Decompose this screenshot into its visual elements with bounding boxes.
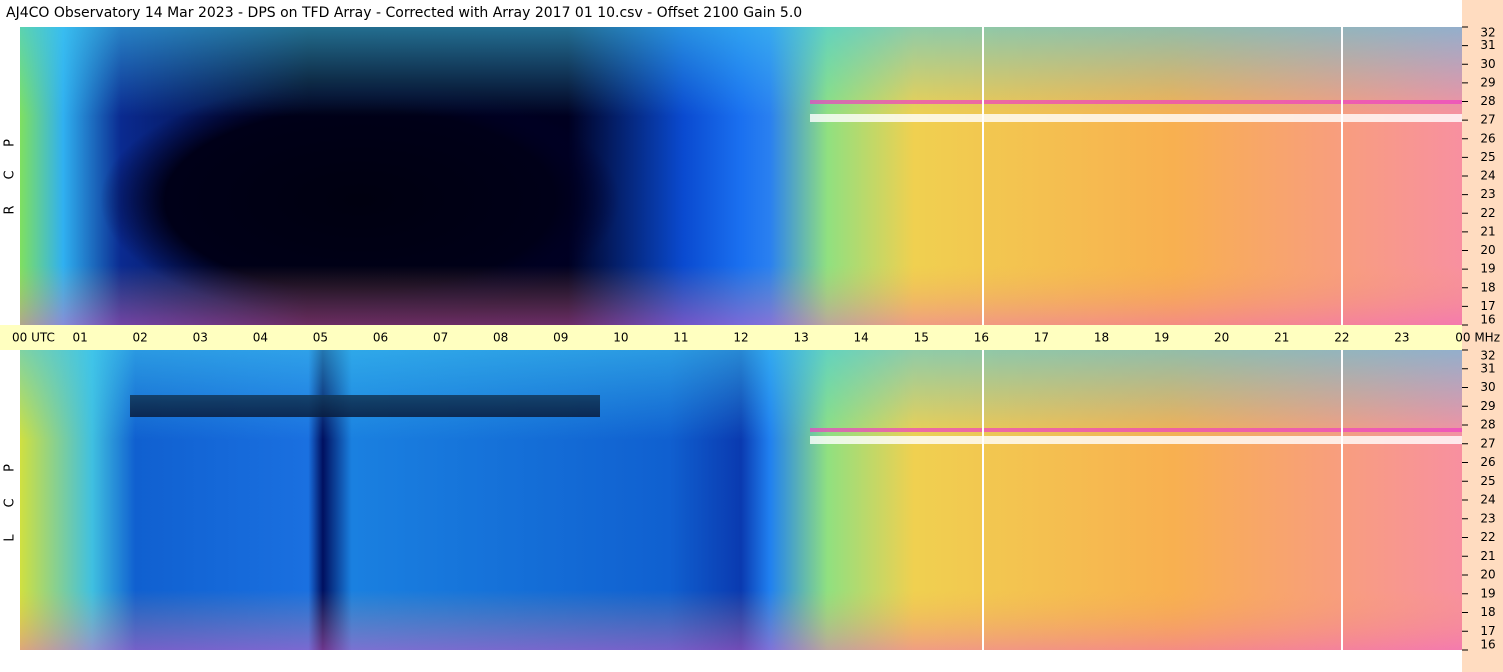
spectrogram-feature xyxy=(810,436,1462,444)
frequency-label: 16 xyxy=(1480,313,1495,327)
time-label: 19 xyxy=(1154,331,1169,345)
frequency-label: 25 xyxy=(1480,474,1495,488)
frequency-label: 24 xyxy=(1480,169,1495,183)
spectrogram-shading xyxy=(20,27,1462,325)
bottom-spectrogram xyxy=(20,350,1462,650)
frequency-label: 18 xyxy=(1480,605,1495,619)
time-label: 00 UTC xyxy=(12,331,55,345)
frequency-label: 23 xyxy=(1480,511,1495,525)
frequency-label: 26 xyxy=(1480,131,1495,145)
frequency-label: 29 xyxy=(1480,75,1495,89)
time-label: 13 xyxy=(793,331,808,345)
time-label: 17 xyxy=(1034,331,1049,345)
time-label: 23 xyxy=(1394,331,1409,345)
time-label: 06 xyxy=(373,331,388,345)
time-label: 20 xyxy=(1214,331,1229,345)
frequency-label: 17 xyxy=(1480,299,1495,313)
time-label: 11 xyxy=(673,331,688,345)
frequency-label: 19 xyxy=(1480,586,1495,600)
polarization-letter: R xyxy=(3,205,18,214)
frequency-label: 22 xyxy=(1480,530,1495,544)
spectrogram-feature xyxy=(1341,350,1343,650)
polarization-letter: P xyxy=(3,139,18,147)
time-label: 12 xyxy=(733,331,748,345)
bottom-margin xyxy=(0,650,1462,672)
frequency-label: 20 xyxy=(1480,243,1495,257)
time-label: 05 xyxy=(313,331,328,345)
time-label: 22 xyxy=(1334,331,1349,345)
frequency-label: 28 xyxy=(1480,94,1495,108)
frequency-label: 19 xyxy=(1480,262,1495,276)
frequency-label: 32 xyxy=(1480,349,1495,363)
time-label: 09 xyxy=(553,331,568,345)
spectrogram-feature xyxy=(982,27,984,325)
frequency-label: 32 xyxy=(1480,26,1495,40)
time-label: 04 xyxy=(253,331,268,345)
time-label: 14 xyxy=(854,331,869,345)
frequency-label: 21 xyxy=(1480,549,1495,563)
polarization-letter: P xyxy=(3,464,18,472)
frequency-label: 21 xyxy=(1480,224,1495,238)
frequency-axis-strip xyxy=(1462,0,1503,672)
frequency-label: 31 xyxy=(1480,38,1495,52)
title: AJ4CO Observatory 14 Mar 2023 - DPS on T… xyxy=(6,5,802,21)
frequency-label: 31 xyxy=(1480,361,1495,375)
time-label: 18 xyxy=(1094,331,1109,345)
frequency-label: 27 xyxy=(1480,113,1495,127)
spectrogram-feature xyxy=(982,350,984,650)
polarization-letter: L xyxy=(3,534,18,542)
time-label: 21 xyxy=(1274,331,1289,345)
top-spectrogram xyxy=(20,27,1462,325)
frequency-label: 20 xyxy=(1480,568,1495,582)
frequency-label: 30 xyxy=(1480,380,1495,394)
frequency-label: 24 xyxy=(1480,493,1495,507)
time-label: 00 MHz xyxy=(1455,331,1500,345)
frequency-label: 29 xyxy=(1480,399,1495,413)
frequency-label: 28 xyxy=(1480,418,1495,432)
frequency-label: 17 xyxy=(1480,624,1495,638)
time-label: 01 xyxy=(72,331,87,345)
time-label: 15 xyxy=(914,331,929,345)
spectrogram-feature xyxy=(810,428,1462,432)
polarization-letter: C xyxy=(3,170,18,179)
frequency-label: 26 xyxy=(1480,455,1495,469)
spectrogram-feature xyxy=(1341,27,1343,325)
frequency-label: 30 xyxy=(1480,57,1495,71)
time-label: 10 xyxy=(613,331,628,345)
time-label: 07 xyxy=(433,331,448,345)
frequency-label: 23 xyxy=(1480,187,1495,201)
spectrogram-feature xyxy=(810,114,1462,122)
frequency-label: 22 xyxy=(1480,206,1495,220)
time-label: 16 xyxy=(974,331,989,345)
time-label: 02 xyxy=(133,331,148,345)
time-label: 03 xyxy=(193,331,208,345)
frequency-label: 25 xyxy=(1480,150,1495,164)
spectrogram-feature xyxy=(810,100,1462,104)
time-label: 08 xyxy=(493,331,508,345)
spectrogram-shading xyxy=(20,350,1462,650)
frequency-label: 27 xyxy=(1480,436,1495,450)
time-axis-strip xyxy=(0,325,1462,350)
frequency-label: 18 xyxy=(1480,280,1495,294)
frequency-label: 16 xyxy=(1480,638,1495,652)
polarization-letter: C xyxy=(3,498,18,507)
